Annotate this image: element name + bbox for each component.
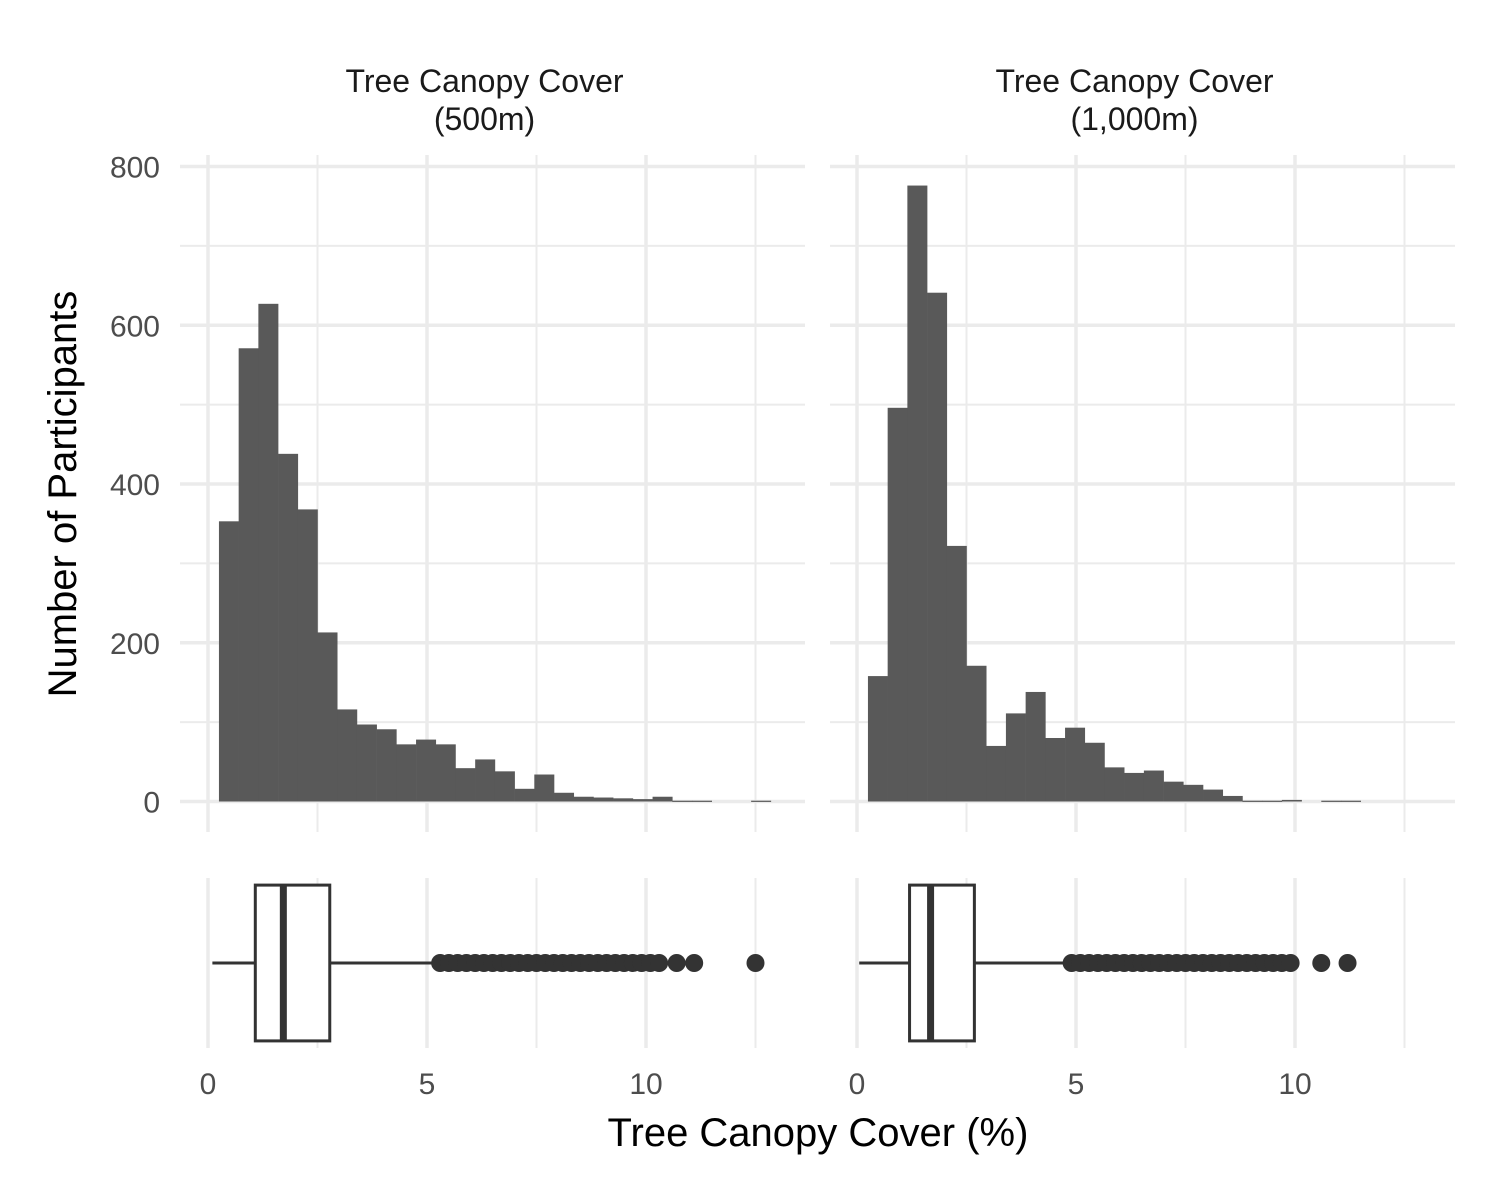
- histogram-bar: [258, 303, 279, 802]
- y-tick-label: 0: [143, 787, 160, 820]
- histogram-bar: [455, 768, 476, 802]
- histogram-bar: [534, 774, 555, 802]
- histogram-bar: [1124, 772, 1145, 802]
- histogram-bar: [1340, 800, 1361, 802]
- histogram-bar: [475, 759, 496, 802]
- boxplot-outlier: [1312, 954, 1331, 972]
- y-tick-label: 200: [110, 628, 160, 661]
- x-tick-label: 10: [629, 1068, 662, 1101]
- histogram-bar: [514, 788, 535, 802]
- x-tick-label: 5: [419, 1068, 436, 1101]
- histogram-bar: [986, 745, 1007, 802]
- histogram-bar: [1065, 727, 1086, 802]
- histogram-bar: [238, 348, 259, 802]
- panel-title-line: Tree Canopy Cover: [345, 63, 623, 99]
- histogram-bar: [396, 744, 417, 802]
- histogram-bar: [356, 724, 377, 802]
- histogram-bar: [632, 799, 653, 802]
- panel-title-line: Tree Canopy Cover: [995, 63, 1273, 99]
- histogram-bar: [337, 709, 358, 802]
- histogram-bar: [1045, 738, 1066, 802]
- histogram-bar: [416, 739, 437, 802]
- boxplot-box: [253, 883, 332, 1043]
- panel-2: Tree Canopy Cover (1,000m) 0 5 10: [830, 63, 1455, 1101]
- histogram-bar: [907, 185, 928, 802]
- histogram-bar: [1025, 691, 1046, 802]
- histogram-bar: [435, 744, 456, 802]
- histogram-bar: [494, 771, 515, 802]
- histogram-bar: [652, 796, 673, 802]
- boxplot-outlier: [685, 954, 704, 972]
- histogram-bar: [672, 800, 693, 802]
- histogram-bar: [1281, 799, 1302, 802]
- boxplot-outlier: [1281, 954, 1300, 972]
- x-tick-label: 5: [1068, 1068, 1085, 1101]
- panel-title: Tree Canopy Cover (500m): [345, 63, 623, 137]
- histogram-bar: [376, 729, 397, 802]
- x-tick-label: 0: [200, 1068, 217, 1101]
- histogram-bar: [1321, 800, 1342, 802]
- histogram-bar: [317, 632, 338, 802]
- x-tick-label: 0: [849, 1068, 866, 1101]
- x-axis-title: Tree Canopy Cover (%): [608, 1111, 1029, 1155]
- panel-title-line: (500m): [434, 101, 535, 137]
- histogram-bar: [1183, 784, 1204, 802]
- histogram-bar: [1084, 742, 1105, 802]
- x-tick-label: 10: [1278, 1068, 1311, 1101]
- boxplot-outlier: [746, 954, 765, 972]
- panel-1: Tree Canopy Cover (500m) 0 5 10: [180, 63, 805, 1101]
- histogram-bar: [887, 407, 908, 802]
- histogram-bar: [593, 797, 614, 802]
- boxplot-outlier: [650, 954, 669, 972]
- histogram-bar: [946, 545, 967, 802]
- histogram-bar: [218, 521, 239, 802]
- histogram-bar: [751, 800, 772, 802]
- y-tick-label: 600: [110, 310, 160, 343]
- y-tick-label: 800: [110, 152, 160, 185]
- histogram-bar: [1005, 713, 1026, 802]
- histogram-bar: [691, 800, 712, 802]
- histogram-bar: [927, 292, 948, 802]
- histogram-bar: [278, 453, 299, 802]
- boxplot-outlier: [667, 954, 686, 972]
- histogram-bar: [1163, 781, 1184, 802]
- histogram-bar: [297, 509, 318, 802]
- histogram-bar: [1222, 795, 1243, 802]
- histogram-bar: [1242, 800, 1263, 802]
- boxplot-box: [908, 883, 976, 1043]
- panel-title-line: (1,000m): [1070, 101, 1198, 137]
- histogram-bar: [1203, 789, 1224, 802]
- boxplot-outlier: [1338, 954, 1357, 972]
- histogram-bar: [1104, 767, 1125, 802]
- histogram-bar: [867, 676, 888, 802]
- histogram-bar: [573, 796, 594, 802]
- y-tick-label: 400: [110, 469, 160, 502]
- histogram-bar: [1262, 800, 1283, 802]
- y-axis-title: Number of Participants: [41, 291, 85, 698]
- panel-title: Tree Canopy Cover (1,000m): [995, 63, 1273, 137]
- histogram-bar: [1143, 770, 1164, 802]
- histogram-bar: [554, 792, 575, 802]
- histogram-bar: [966, 665, 987, 802]
- histogram-bar: [613, 798, 634, 802]
